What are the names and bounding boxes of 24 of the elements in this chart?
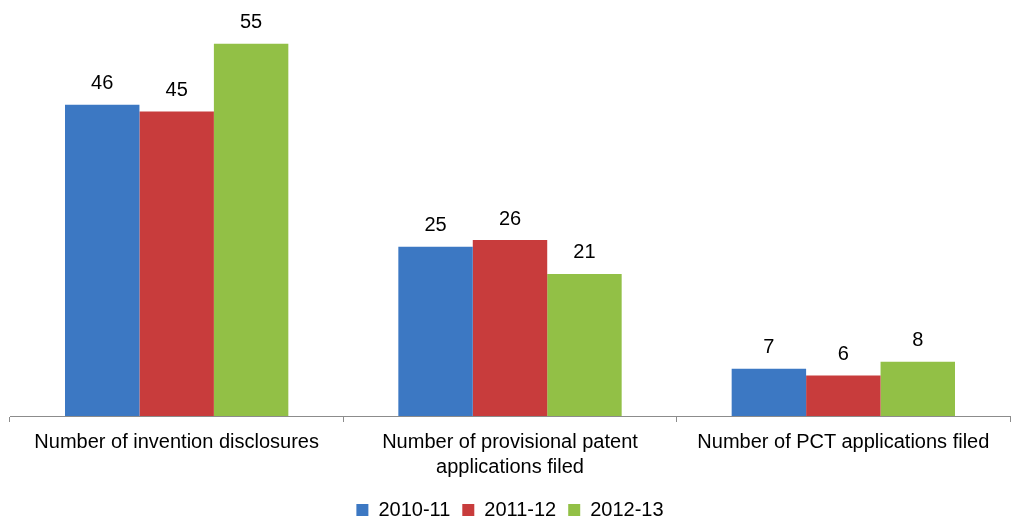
data-label: 8: [912, 328, 924, 351]
x-tick-label: Number of invention disclosures: [34, 430, 319, 453]
data-label: 26: [498, 206, 522, 229]
bar: [547, 273, 622, 416]
data-label: 45: [165, 78, 188, 101]
bar: [65, 104, 140, 416]
data-label: 55: [239, 10, 263, 33]
data-label: 25: [424, 213, 447, 236]
data-label: 6: [837, 341, 849, 364]
bar: [806, 375, 881, 416]
bar: [139, 111, 214, 416]
x-tick-label: Number of PCT applications filed: [697, 430, 990, 453]
data-label: 46: [91, 71, 114, 94]
bar: [213, 43, 289, 416]
data-label: 7: [763, 335, 775, 358]
bar: [880, 361, 955, 416]
bar: [398, 246, 473, 416]
data-label: 21: [573, 240, 596, 263]
legend-label: 2012-13: [590, 497, 664, 520]
legend-label: 2010-11: [378, 497, 451, 520]
x-tick-label: Number of provisional patent applications filed: [382, 430, 639, 478]
bar: [472, 240, 548, 416]
legend-label: 2011-12: [484, 497, 557, 520]
bar: [731, 368, 807, 416]
